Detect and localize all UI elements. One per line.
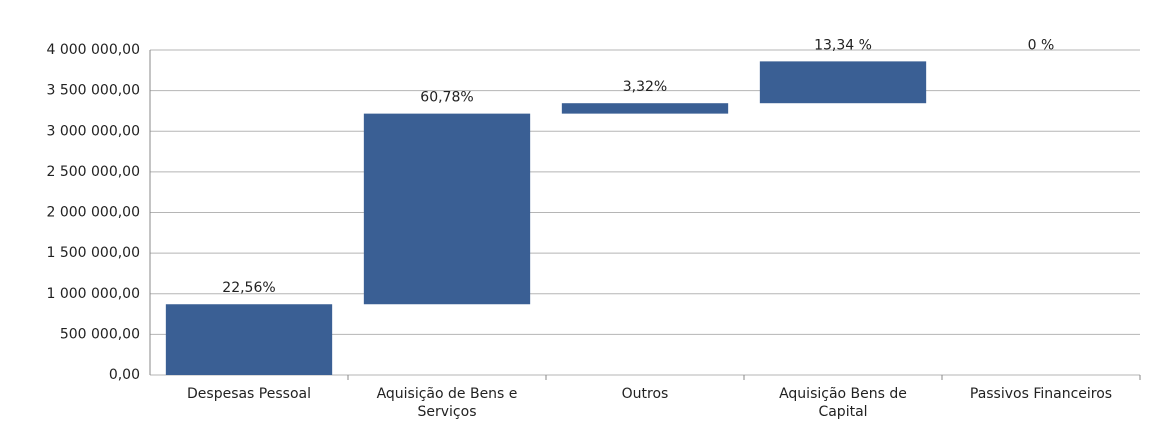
y-tick-label: 500 000,00 <box>60 326 140 342</box>
y-tick-label: 4 000 000,00 <box>46 42 140 58</box>
x-tick-label: Passivos Financeiros <box>969 386 1113 402</box>
y-tick-label: 1 000 000,00 <box>46 286 140 302</box>
bar-annotation: 13,34 % <box>814 37 872 53</box>
bar <box>165 304 333 375</box>
bar-annotation: 0 % <box>1028 37 1055 53</box>
y-tick-label: 1 500 000,00 <box>46 245 140 261</box>
bar-annotation: 22,56% <box>222 280 275 296</box>
bar <box>759 61 927 104</box>
bar <box>363 113 531 305</box>
y-tick-label: 2 500 000,00 <box>46 164 140 180</box>
y-tick-label: 0,00 <box>109 367 140 383</box>
bar <box>561 103 729 114</box>
y-tick-label: 2 000 000,00 <box>46 205 140 221</box>
bar-annotation: 3,32% <box>623 79 667 95</box>
y-tick-label: 3 000 000,00 <box>46 123 140 139</box>
bar-annotation: 60,78% <box>420 90 473 106</box>
x-tick-label: Aquisição de Bens e Serviços <box>376 386 518 420</box>
y-tick-label: 3 500 000,00 <box>46 83 140 99</box>
x-tick-label: Aquisição Bens de Capital <box>779 386 907 420</box>
x-tick-label: Despesas Pessoal <box>187 386 311 402</box>
x-tick-label: Outros <box>621 386 669 402</box>
